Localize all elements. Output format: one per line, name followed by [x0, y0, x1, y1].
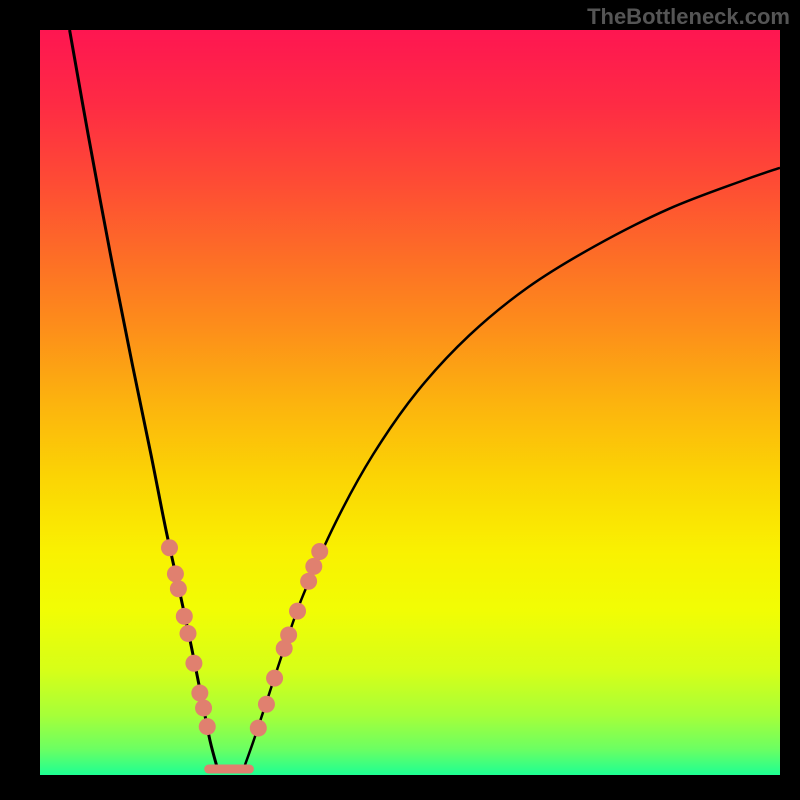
data-marker: [180, 625, 197, 642]
data-marker: [167, 565, 184, 582]
data-marker: [258, 696, 275, 713]
data-marker: [191, 685, 208, 702]
data-marker: [266, 670, 283, 687]
data-marker: [161, 539, 178, 556]
data-marker: [250, 720, 267, 737]
data-marker: [289, 603, 306, 620]
data-marker: [170, 580, 187, 597]
data-marker: [305, 558, 322, 575]
data-marker: [280, 626, 297, 643]
data-marker: [195, 699, 212, 716]
chart-frame: TheBottleneck.com: [0, 0, 800, 800]
data-marker: [311, 543, 328, 560]
data-marker: [176, 608, 193, 625]
data-marker: [199, 718, 216, 735]
data-marker: [300, 573, 317, 590]
bottleneck-chart: [0, 0, 800, 800]
data-marker: [185, 655, 202, 672]
